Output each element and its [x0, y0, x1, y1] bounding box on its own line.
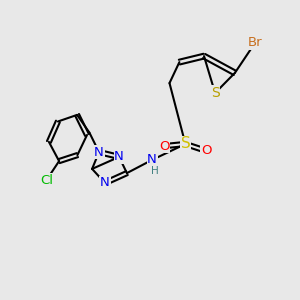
Text: S: S: [181, 136, 190, 152]
Text: O: O: [159, 140, 170, 153]
Text: N: N: [114, 150, 124, 164]
Text: Cl: Cl: [40, 173, 53, 187]
Text: O: O: [201, 144, 212, 158]
Text: Br: Br: [248, 36, 262, 50]
Text: N: N: [147, 153, 157, 167]
Text: S: S: [211, 86, 220, 100]
Text: N: N: [94, 146, 104, 159]
Text: N: N: [100, 176, 110, 190]
Text: H: H: [151, 166, 159, 176]
